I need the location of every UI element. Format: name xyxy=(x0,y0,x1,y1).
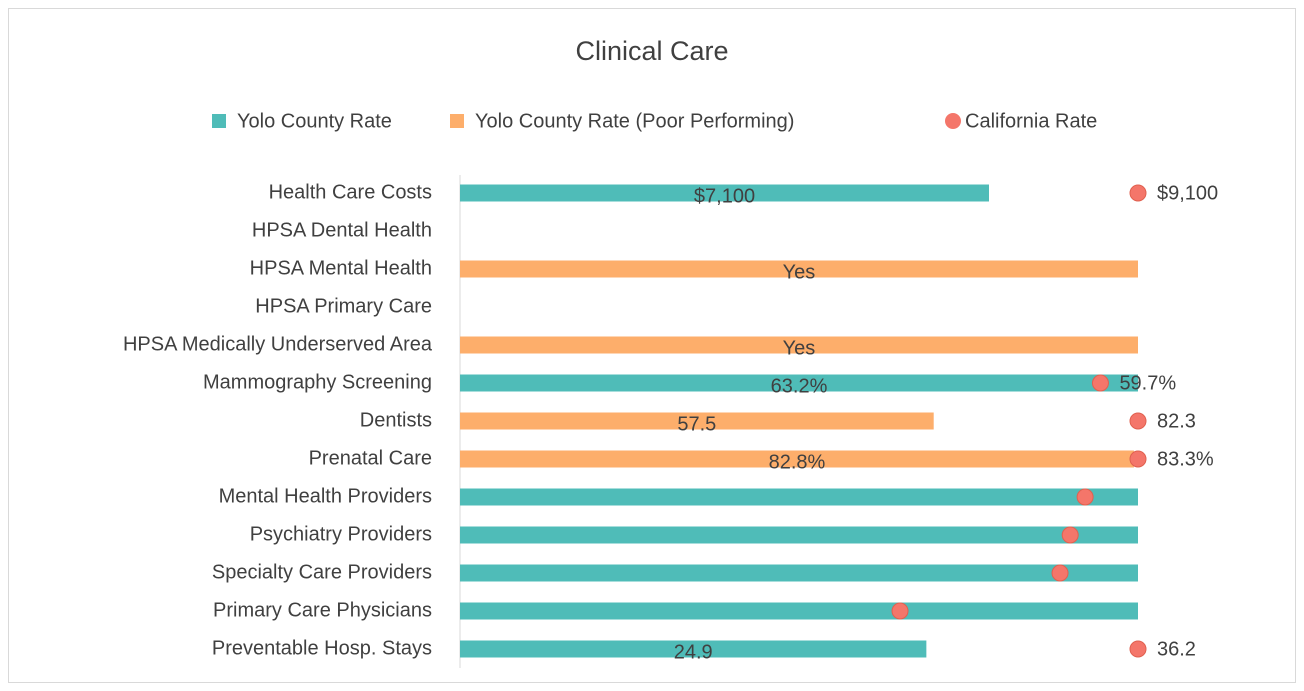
data-label: 83.3% xyxy=(1157,448,1214,470)
dot xyxy=(1091,374,1109,392)
data-label: 24.9 xyxy=(674,641,713,663)
data-label: 63.2% xyxy=(771,375,828,397)
data-label: Yes xyxy=(783,261,816,283)
bar xyxy=(460,602,1138,620)
y-tick-label: Specialty Care Providers xyxy=(212,561,432,583)
y-tick-label: Prenatal Care xyxy=(309,447,432,469)
dot xyxy=(1129,640,1147,658)
dot xyxy=(1129,450,1147,468)
y-tick-label: HPSA Primary Care xyxy=(255,295,432,317)
legend-label: Yolo County Rate xyxy=(237,110,392,132)
legend-label: California Rate xyxy=(965,110,1097,132)
y-tick-label: Dentists xyxy=(360,409,432,431)
data-label: 59.7% xyxy=(1119,372,1176,394)
bar xyxy=(460,526,1138,544)
bar xyxy=(460,640,927,658)
dot xyxy=(891,602,909,620)
bar xyxy=(460,488,1138,506)
dot xyxy=(1129,412,1147,430)
bar xyxy=(460,336,1138,354)
data-label: 36.2 xyxy=(1157,638,1196,660)
bar xyxy=(460,450,1134,468)
legend-swatch xyxy=(945,113,961,129)
bar xyxy=(460,260,1138,278)
y-tick-label: Primary Care Physicians xyxy=(213,599,432,621)
data-label: 57.5 xyxy=(677,413,716,435)
data-label: Yes xyxy=(783,337,816,359)
y-tick-label: Health Care Costs xyxy=(269,181,432,203)
legend-swatch xyxy=(212,114,226,128)
y-tick-label: Preventable Hosp. Stays xyxy=(212,637,432,659)
data-label: $7,100 xyxy=(694,185,755,207)
legend-label: Yolo County Rate (Poor Performing) xyxy=(475,110,794,132)
y-tick-label: HPSA Dental Health xyxy=(252,219,432,241)
bar xyxy=(460,374,1138,392)
data-label: 82.8% xyxy=(769,451,826,473)
y-tick-label: HPSA Mental Health xyxy=(250,257,432,279)
y-tick-label: HPSA Medically Underserved Area xyxy=(123,333,433,355)
bar xyxy=(460,184,989,202)
y-tick-label: Mental Health Providers xyxy=(219,485,432,507)
bar xyxy=(460,564,1138,582)
data-label: $9,100 xyxy=(1157,182,1218,204)
dot xyxy=(1129,184,1147,202)
bar xyxy=(460,412,934,430)
y-tick-label: Mammography Screening xyxy=(203,371,432,393)
chart-title: Clinical Care xyxy=(575,36,728,66)
dot xyxy=(1051,564,1069,582)
data-label: 82.3 xyxy=(1157,410,1196,432)
legend-swatch xyxy=(450,114,464,128)
dot xyxy=(1076,488,1094,506)
y-tick-label: Psychiatry Providers xyxy=(250,523,432,545)
dot xyxy=(1061,526,1079,544)
